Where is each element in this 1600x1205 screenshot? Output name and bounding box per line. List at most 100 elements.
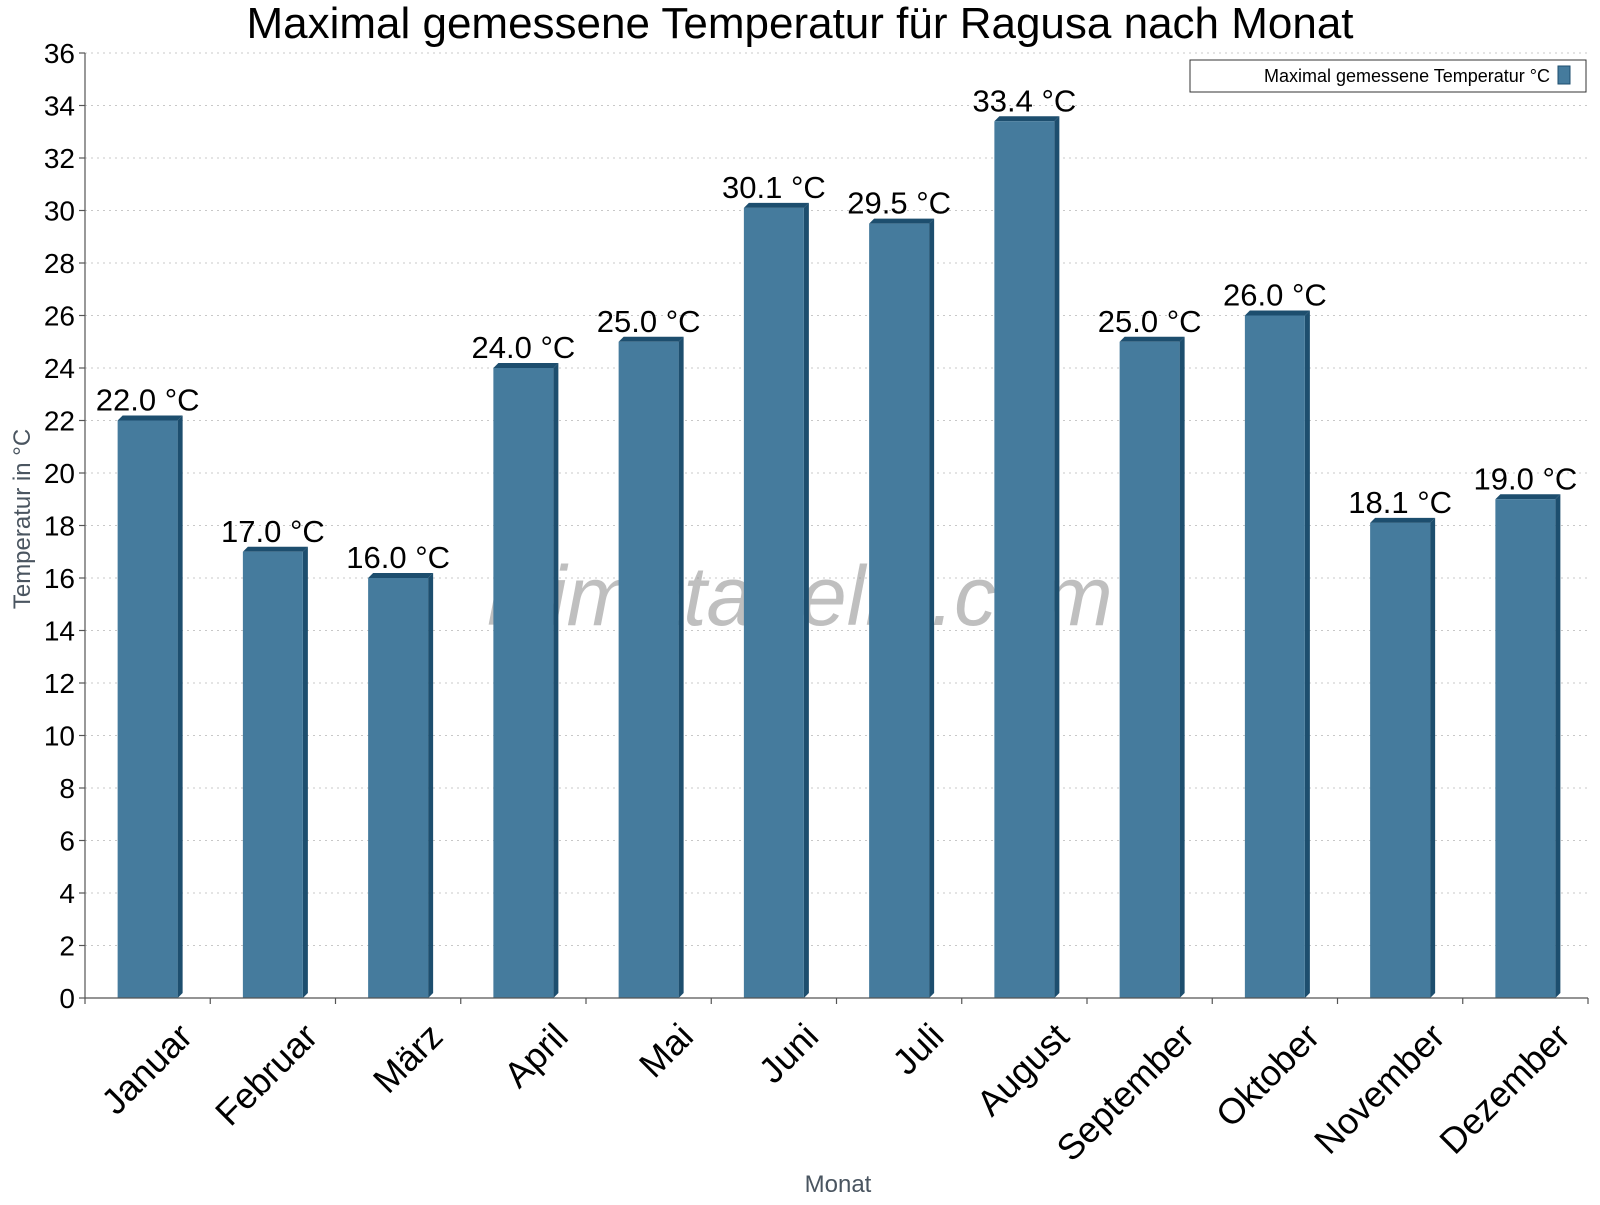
- y-tick-label: 2: [59, 931, 75, 962]
- y-tick-label: 32: [44, 143, 75, 174]
- x-tick-label: Juni: [751, 1015, 827, 1091]
- bar-top: [242, 546, 308, 552]
- x-tick-label: Januar: [93, 1015, 200, 1122]
- x-tick-label: März: [365, 1015, 451, 1101]
- x-axis-label: Monat: [805, 1171, 872, 1198]
- bar-top: [493, 363, 559, 368]
- data-label: 33.4 °C: [973, 83, 1077, 118]
- y-tick-label: 28: [44, 248, 75, 279]
- bar-top: [743, 202, 809, 208]
- y-tick-label: 34: [44, 91, 75, 122]
- data-label: 16.0 °C: [346, 540, 450, 575]
- x-tick-label: September: [1048, 1015, 1202, 1169]
- x-tick-label: Februar: [207, 1015, 325, 1133]
- x-tick-label: Oktober: [1208, 1015, 1328, 1135]
- bar-top: [618, 336, 684, 342]
- y-tick-label: 0: [59, 983, 75, 1014]
- y-tick-label: 10: [44, 721, 75, 752]
- bar-group: [1119, 336, 1185, 998]
- bar-top: [994, 116, 1060, 122]
- bar-side: [428, 573, 434, 998]
- chart-title: Maximal gemessene Temperatur für Ragusa …: [246, 0, 1353, 48]
- bar-side: [553, 363, 559, 998]
- legend-swatch: [1557, 65, 1571, 85]
- y-tick-label: 4: [59, 878, 75, 909]
- bar: [1495, 499, 1556, 998]
- data-label: 17.0 °C: [221, 514, 325, 549]
- data-label: 30.1 °C: [722, 170, 826, 205]
- bar-group: [618, 336, 684, 998]
- y-tick-label: 12: [44, 668, 75, 699]
- bar-top: [1370, 517, 1436, 523]
- data-label: 25.0 °C: [597, 304, 701, 339]
- bar-group: [493, 363, 559, 998]
- bar: [368, 578, 429, 998]
- bar-group: [1495, 494, 1561, 998]
- y-tick-label: 20: [44, 458, 75, 489]
- bar-side: [1054, 116, 1060, 998]
- bar-side: [302, 546, 308, 998]
- bar-top: [1244, 310, 1310, 316]
- x-tick-label: Mai: [631, 1015, 701, 1085]
- bar-top: [1119, 336, 1185, 342]
- bar: [117, 420, 178, 998]
- x-tick-label: April: [496, 1015, 576, 1095]
- y-tick-label: 6: [59, 826, 75, 857]
- legend-box: [1189, 59, 1587, 93]
- bar: [1370, 522, 1431, 998]
- bar-group: [368, 573, 434, 998]
- y-tick-label: 24: [44, 353, 75, 384]
- data-labels: 22.0 °C 17.0 °C 16.0 °C 24.0 °C 25.0 °C 30.1 …: [96, 83, 1577, 575]
- bar-side: [1555, 494, 1561, 998]
- x-tick-label: November: [1306, 1015, 1452, 1161]
- data-label: 19.0 °C: [1474, 461, 1578, 496]
- data-label: 25.0 °C: [1098, 304, 1202, 339]
- y-axis-label: Temperatur in °C: [9, 429, 36, 609]
- bar: [994, 121, 1055, 998]
- y-tick-label: 18: [44, 511, 75, 542]
- grid-lines: [85, 52, 1588, 946]
- bar-top: [117, 415, 183, 421]
- bar: [869, 223, 930, 998]
- bar-top: [869, 218, 935, 224]
- x-tick-label: Dezember: [1431, 1015, 1577, 1161]
- bar-group: [1370, 517, 1436, 998]
- y-tick-label: 8: [59, 773, 75, 804]
- bar-side: [1304, 310, 1310, 998]
- bar-top: [368, 573, 434, 578]
- data-label: 29.5 °C: [847, 186, 951, 221]
- bars: [117, 116, 1561, 998]
- bar-side: [177, 415, 183, 998]
- data-label: 18.1 °C: [1348, 485, 1452, 520]
- bar: [493, 368, 554, 998]
- bar-side: [1430, 517, 1436, 998]
- bar-group: [994, 116, 1060, 998]
- bar-side: [929, 218, 935, 998]
- bar-group: [1244, 310, 1310, 998]
- bar-side: [678, 336, 684, 998]
- y-tick-label: 14: [44, 616, 75, 647]
- data-label: 22.0 °C: [96, 383, 200, 418]
- bar: [618, 341, 679, 998]
- y-tick-label: 30: [44, 196, 75, 227]
- bar: [743, 207, 804, 998]
- bar: [1119, 341, 1180, 998]
- y-tick-label: 26: [44, 301, 75, 332]
- bar: [1244, 315, 1305, 998]
- legend: Maximal gemessene Temperatur °C: [1189, 59, 1587, 93]
- y-tick-label: 36: [44, 38, 75, 69]
- y-tick-label: 22: [44, 406, 75, 437]
- bar-group: [743, 202, 809, 998]
- legend-label: Maximal gemessene Temperatur °C: [1264, 66, 1550, 86]
- x-tick-label: Juli: [884, 1015, 951, 1082]
- data-label: 24.0 °C: [472, 330, 576, 365]
- bar-top: [1495, 494, 1561, 500]
- bar-group: [242, 546, 308, 998]
- bar-side: [1179, 336, 1185, 998]
- x-axis-ticks: Januar Februar März April Mai Juni Juli AugustS…: [84, 998, 1589, 1169]
- bar-group: [117, 415, 183, 998]
- data-label: 26.0 °C: [1223, 278, 1327, 313]
